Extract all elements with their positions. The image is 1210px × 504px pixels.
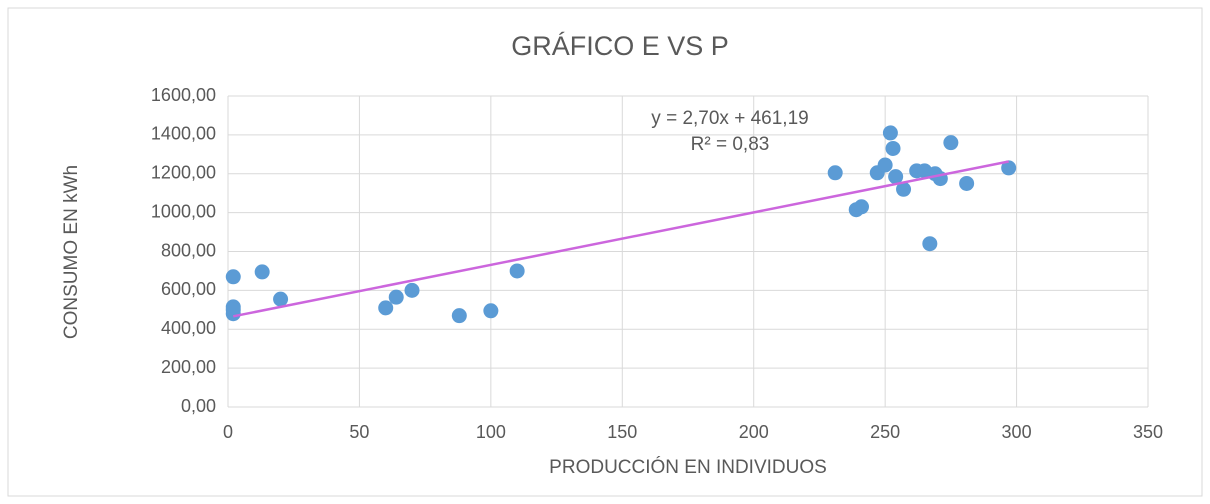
trendline-equation: y = 2,70x + 461,19 <box>651 108 808 129</box>
point <box>885 140 901 156</box>
trendline <box>233 160 1009 318</box>
point <box>877 157 893 173</box>
y-tick-label: 1400,00 <box>151 124 216 144</box>
point <box>225 269 241 285</box>
x-tick-label: 200 <box>739 422 769 442</box>
point <box>827 165 843 181</box>
point <box>404 282 420 298</box>
point <box>882 125 898 141</box>
point <box>896 181 912 197</box>
y-tick-label: 800,00 <box>161 240 216 260</box>
point <box>378 300 394 316</box>
x-tick-label: 100 <box>476 422 506 442</box>
point <box>483 303 499 319</box>
point <box>888 169 904 185</box>
y-tick-label: 200,00 <box>161 357 216 377</box>
x-tick-label: 150 <box>607 422 637 442</box>
point <box>922 236 938 252</box>
x-tick-label: 0 <box>223 422 233 442</box>
y-tick-label: 1000,00 <box>151 201 216 221</box>
point <box>225 302 241 318</box>
point <box>388 289 404 305</box>
x-axis-label: PRODUCCIÓN EN INDIVIDUOS <box>549 456 827 478</box>
point <box>254 264 270 280</box>
chart-title: GRÁFICO E VS P <box>511 31 729 61</box>
point <box>943 135 959 151</box>
point <box>509 263 525 279</box>
y-tick-label: 1200,00 <box>151 163 216 183</box>
x-tick-label: 50 <box>349 422 369 442</box>
x-tick-label: 350 <box>1133 422 1163 442</box>
y-tick-label: 600,00 <box>161 279 216 299</box>
y-tick-label: 1600,00 <box>151 85 216 105</box>
x-tick-label: 300 <box>1002 422 1032 442</box>
x-tick-label: 250 <box>870 422 900 442</box>
point <box>451 308 467 324</box>
point <box>959 175 975 191</box>
point <box>853 199 869 215</box>
point <box>273 291 289 307</box>
point <box>1001 160 1017 176</box>
trendline-r2: R² = 0,83 <box>691 134 770 155</box>
y-tick-label: 400,00 <box>161 318 216 338</box>
y-tick-label: 0,00 <box>181 396 216 416</box>
y-axis-label: CONSUMO EN kWh <box>61 165 82 339</box>
